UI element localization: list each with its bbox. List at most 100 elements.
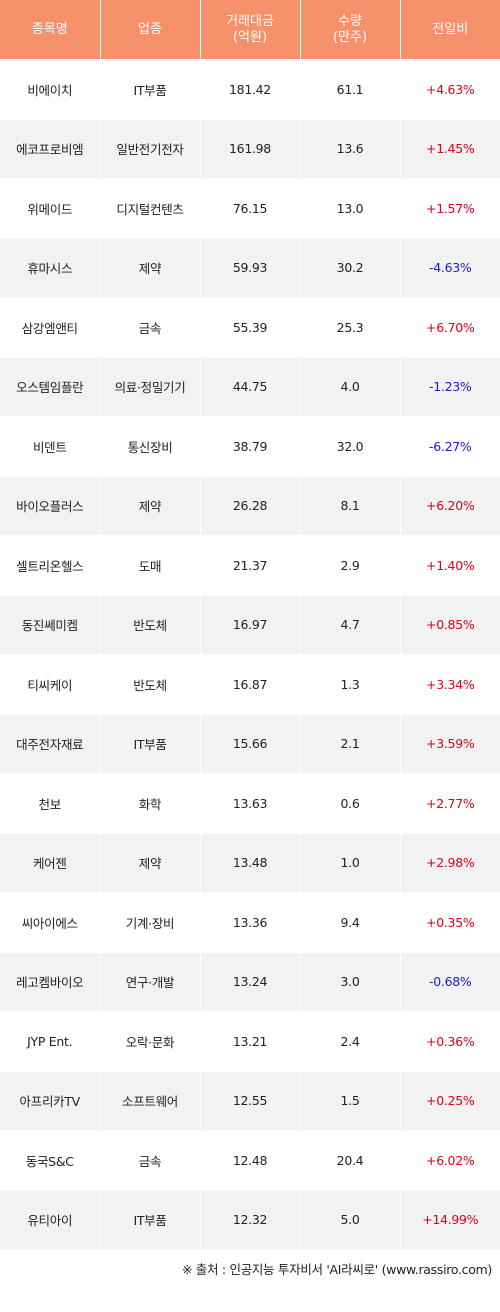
cell-name: JYP Ent. — [0, 1011, 101, 1072]
cell-volume: 8.1 — [300, 476, 401, 536]
table-row: 에코프로비엠 일반전기전자 161.98 13.6 +1.45% — [0, 119, 500, 179]
table-row: 비에이치 IT부품 181.42 61.1 +4.63% — [0, 59, 500, 120]
cell-name: 유티아이 — [0, 1190, 101, 1250]
cell-volume: 4.7 — [300, 595, 401, 655]
table-row: 케어젠 제약 13.48 1.0 +2.98% — [0, 833, 500, 893]
cell-change: +1.45% — [400, 119, 500, 179]
cell-volume: 20.4 — [300, 1130, 401, 1191]
cell-name: 씨아이에스 — [0, 892, 101, 953]
cell-volume: 32.0 — [300, 416, 401, 477]
cell-volume: 1.5 — [300, 1071, 401, 1131]
cell-name: 오스템임플란 — [0, 357, 101, 417]
cell-sector: 반도체 — [100, 654, 201, 715]
cell-sector: IT부품 — [100, 59, 201, 120]
table-row: 티씨케이 반도체 16.87 1.3 +3.34% — [0, 654, 500, 715]
cell-amount: 55.39 — [200, 297, 301, 358]
cell-change: +0.85% — [400, 595, 500, 655]
cell-volume: 13.6 — [300, 119, 401, 179]
cell-name: 동진쎄미켐 — [0, 595, 101, 655]
cell-change: +1.57% — [400, 178, 500, 239]
cell-name: 아프리카TV — [0, 1071, 101, 1131]
cell-name: 천보 — [0, 773, 101, 834]
cell-amount: 44.75 — [200, 357, 301, 417]
cell-sector: 기계·장비 — [100, 892, 201, 953]
cell-amount: 181.42 — [200, 59, 301, 120]
header-amount-line2: (억원) — [232, 29, 268, 45]
table-row: 셀트리온헬스 도매 21.37 2.9 +1.40% — [0, 535, 500, 596]
cell-amount: 161.98 — [200, 119, 301, 179]
cell-name: 바이오플러스 — [0, 476, 101, 536]
cell-amount: 13.48 — [200, 833, 301, 893]
cell-sector: 금속 — [100, 297, 201, 358]
cell-sector: 오락·문화 — [100, 1011, 201, 1072]
cell-change: +1.40% — [400, 535, 500, 596]
cell-amount: 15.66 — [200, 714, 301, 774]
cell-sector: 연구·개발 — [100, 952, 201, 1012]
header-amount-line1: 거래대금 — [226, 13, 274, 29]
table-row: 동진쎄미켐 반도체 16.97 4.7 +0.85% — [0, 595, 500, 655]
source-footer: ※ 출처 : 인공지능 투자비서 'AI라씨로' (www.rassiro.co… — [181, 1262, 492, 1277]
cell-name: 비에이치 — [0, 59, 101, 120]
cell-sector: 반도체 — [100, 595, 201, 655]
header-row: 종목명 업종 거래대금 (억원) 수량 (만주) 전일비 — [0, 0, 500, 60]
cell-amount: 13.21 — [200, 1011, 301, 1072]
cell-name: 대주전자재료 — [0, 714, 101, 774]
cell-change: +0.35% — [400, 892, 500, 953]
cell-sector: 소프트웨어 — [100, 1071, 201, 1131]
cell-name: 티씨케이 — [0, 654, 101, 715]
cell-change: +6.02% — [400, 1130, 500, 1191]
cell-volume: 13.0 — [300, 178, 401, 239]
cell-amount: 38.79 — [200, 416, 301, 477]
table-row: 위메이드 디지털컨텐츠 76.15 13.0 +1.57% — [0, 178, 500, 239]
cell-amount: 21.37 — [200, 535, 301, 596]
table-row: 씨아이에스 기계·장비 13.36 9.4 +0.35% — [0, 892, 500, 953]
cell-name: 레고켐바이오 — [0, 952, 101, 1012]
cell-change: +3.34% — [400, 654, 500, 715]
table-row: 휴마시스 제약 59.93 30.2 -4.63% — [0, 238, 500, 298]
cell-change: +6.70% — [400, 297, 500, 358]
header-name: 종목명 — [0, 0, 101, 60]
cell-volume: 2.4 — [300, 1011, 401, 1072]
cell-name: 비덴트 — [0, 416, 101, 477]
cell-change: +2.98% — [400, 833, 500, 893]
cell-volume: 9.4 — [300, 892, 401, 953]
cell-amount: 12.32 — [200, 1190, 301, 1250]
cell-amount: 13.63 — [200, 773, 301, 834]
cell-name: 케어젠 — [0, 833, 101, 893]
cell-sector: 통신장비 — [100, 416, 201, 477]
stock-table: 종목명 업종 거래대금 (억원) 수량 (만주) 전일비 비에이치 IT부품 181… — [0, 0, 500, 1250]
table-row: 천보 화학 13.63 0.6 +2.77% — [0, 773, 500, 834]
cell-sector: IT부품 — [100, 714, 201, 774]
cell-volume: 2.1 — [300, 714, 401, 774]
cell-volume: 25.3 — [300, 297, 401, 358]
cell-name: 위메이드 — [0, 178, 101, 239]
cell-amount: 12.48 — [200, 1130, 301, 1191]
cell-change: +0.25% — [400, 1071, 500, 1131]
header-volume: 수량 (만주) — [300, 0, 401, 60]
cell-sector: 금속 — [100, 1130, 201, 1191]
cell-change: -0.68% — [400, 952, 500, 1012]
table-row: 아프리카TV 소프트웨어 12.55 1.5 +0.25% — [0, 1071, 500, 1131]
table-row: 바이오플러스 제약 26.28 8.1 +6.20% — [0, 476, 500, 536]
cell-amount: 16.97 — [200, 595, 301, 655]
cell-sector: 제약 — [100, 833, 201, 893]
header-volume-line2: (만주) — [332, 29, 368, 45]
cell-change: +14.99% — [400, 1190, 500, 1250]
table-row: 삼강엠앤티 금속 55.39 25.3 +6.70% — [0, 297, 500, 358]
cell-volume: 1.0 — [300, 833, 401, 893]
header-amount: 거래대금 (억원) — [200, 0, 301, 60]
cell-volume: 2.9 — [300, 535, 401, 596]
cell-amount: 26.28 — [200, 476, 301, 536]
cell-change: -4.63% — [400, 238, 500, 298]
cell-change: +6.20% — [400, 476, 500, 536]
cell-change: -6.27% — [400, 416, 500, 477]
cell-sector: 화학 — [100, 773, 201, 834]
cell-amount: 13.24 — [200, 952, 301, 1012]
header-volume-line1: 수량 — [338, 13, 362, 29]
header-sector: 업종 — [100, 0, 201, 60]
cell-change: +2.77% — [400, 773, 500, 834]
cell-volume: 3.0 — [300, 952, 401, 1012]
cell-sector: 제약 — [100, 476, 201, 536]
cell-name: 삼강엠앤티 — [0, 297, 101, 358]
cell-sector: 일반전기전자 — [100, 119, 201, 179]
